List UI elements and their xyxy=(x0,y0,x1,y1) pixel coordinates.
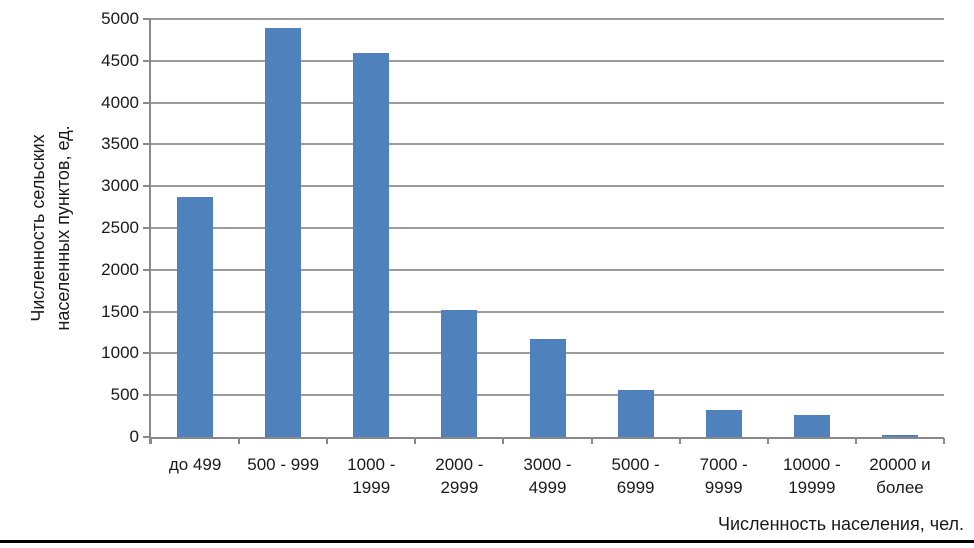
x-axis-tick-mark xyxy=(326,438,329,444)
y-axis-tick-mark xyxy=(143,185,151,188)
gridline xyxy=(151,101,944,104)
bar xyxy=(265,28,302,437)
bar xyxy=(177,197,214,437)
x-axis-tick-mark xyxy=(854,438,857,444)
y-axis-tick-mark xyxy=(143,268,151,271)
y-tick-label: 1000 xyxy=(101,343,139,363)
y-axis-tick-mark xyxy=(143,143,151,146)
bar xyxy=(705,410,742,437)
y-axis-tick-mark xyxy=(143,18,151,20)
y-tick-label: 500 xyxy=(110,385,139,405)
y-tick-label: 4500 xyxy=(101,50,139,70)
x-axis-tick-mark xyxy=(150,438,152,444)
gridline xyxy=(151,310,944,313)
y-axis-tick-mark xyxy=(143,436,151,438)
bottom-border-line xyxy=(0,540,974,543)
x-tick-label: 1000 - 1999 xyxy=(347,455,396,497)
x-tick-label: 3000 - 4999 xyxy=(523,455,572,497)
y-tick-label: 2500 xyxy=(101,218,139,237)
y-axis-tick-mark xyxy=(143,310,151,313)
x-tick-label: 7000 - 9999 xyxy=(699,455,748,497)
x-axis-tick-mark xyxy=(943,438,945,444)
x-axis-tick-mark xyxy=(678,438,681,444)
bar xyxy=(793,415,830,437)
x-tick-label: 20000 и более xyxy=(869,455,931,497)
gridline xyxy=(151,227,944,229)
y-tick-label: 4000 xyxy=(101,92,139,112)
bar xyxy=(441,309,478,437)
x-axis-tick-mark xyxy=(502,438,505,444)
bar xyxy=(617,390,654,437)
bar xyxy=(529,339,566,437)
gridline xyxy=(151,59,944,62)
y-tick-label: 2000 xyxy=(101,259,139,279)
y-axis-tick-mark xyxy=(143,227,151,229)
y-axis-tick-mark xyxy=(143,352,151,355)
x-axis-line xyxy=(149,437,944,439)
x-axis-tick-mark xyxy=(590,438,593,444)
y-tick-label: 3500 xyxy=(101,134,139,154)
x-tick-label: 5000 - 6999 xyxy=(611,455,660,497)
gridline xyxy=(151,185,944,188)
x-tick-label: 10000 - 19999 xyxy=(782,455,841,497)
y-tick-label: 0 xyxy=(129,427,139,446)
y-axis-tick-mark xyxy=(143,101,151,104)
y-tick-label: 5000 xyxy=(101,9,139,28)
x-axis-tick-mark xyxy=(414,438,417,444)
gridline xyxy=(151,143,944,146)
x-tick-label: до 499 xyxy=(168,455,222,474)
gridline xyxy=(151,18,944,20)
y-axis-tick-mark xyxy=(143,59,151,62)
y-axis-tick-mark xyxy=(143,394,151,397)
x-axis-title: Численность населения, чел. xyxy=(718,514,964,534)
x-axis-tick-mark xyxy=(766,438,769,444)
y-tick-label: 1500 xyxy=(101,301,139,321)
x-axis-tick-mark xyxy=(238,438,241,444)
plot-area xyxy=(149,18,945,444)
gridline xyxy=(151,268,944,271)
x-tick-label: 2000 - 2999 xyxy=(435,455,484,497)
bar xyxy=(881,434,918,437)
bar xyxy=(353,53,390,437)
x-tick-label: 500 - 999 xyxy=(247,455,320,474)
y-axis-line xyxy=(149,19,151,444)
y-tick-label: 3000 xyxy=(101,176,139,196)
